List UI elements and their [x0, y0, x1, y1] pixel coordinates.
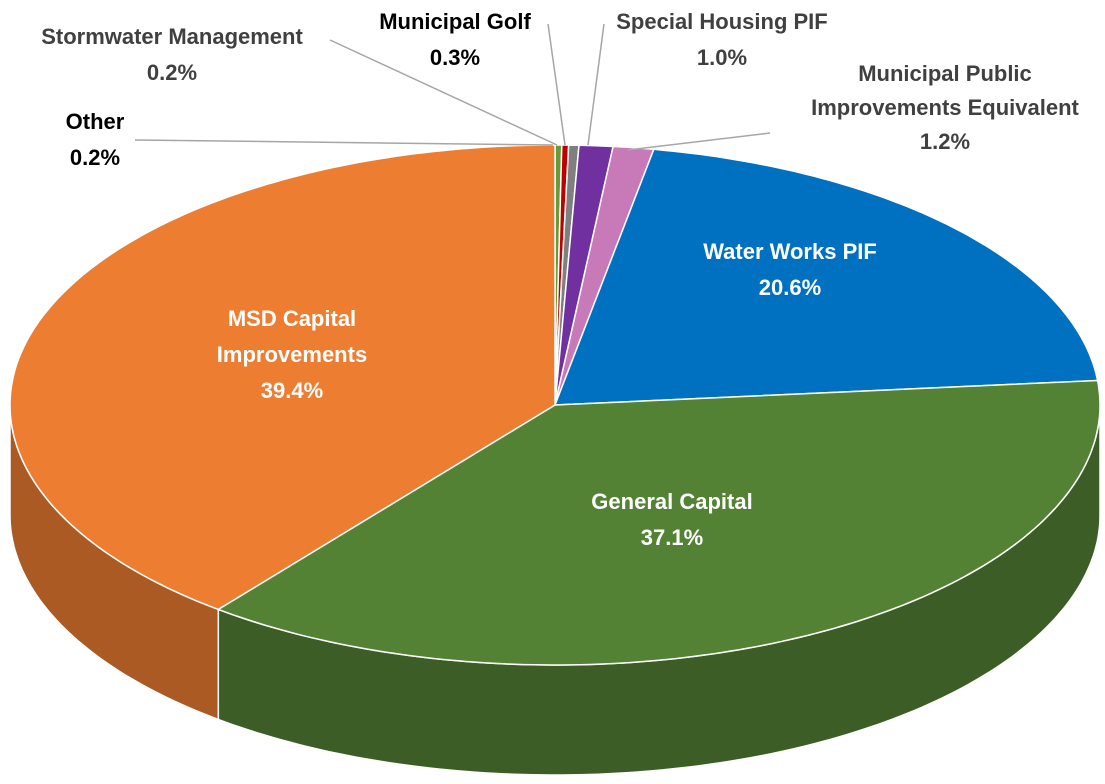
value-label: 1.2%	[919, 129, 971, 154]
value-label: 0.3%	[429, 45, 481, 70]
data-label: MSD Capital Improvements 39.4%	[192, 301, 392, 409]
data-label: Special Housing PIF 1.0%	[572, 4, 872, 76]
value-label: 1.0%	[696, 45, 748, 70]
category-label: Municipal Public Improvements Equivalent	[811, 61, 1079, 120]
category-label: Municipal Golf	[379, 9, 531, 34]
slice	[9, 144, 556, 611]
category-label: Other	[65, 109, 125, 134]
slice	[553, 148, 1099, 406]
data-label: Other 0.2%	[0, 104, 195, 176]
data-label: Water Works PIF 20.6%	[660, 234, 920, 306]
leader-line	[134, 139, 554, 146]
category-label: MSD Capital Improvements	[216, 306, 368, 367]
category-label: Water Works PIF	[703, 239, 877, 264]
category-label: General Capital	[591, 489, 753, 514]
data-label: Stormwater Management 0.2%	[0, 19, 372, 91]
leader-line	[547, 23, 566, 146]
value-label: 0.2%	[69, 145, 121, 170]
value-label: 0.2%	[146, 60, 198, 85]
data-label: Municipal Golf 0.3%	[330, 4, 580, 76]
leader-line	[627, 132, 771, 151]
value-label: 39.4%	[260, 378, 324, 403]
category-label: Special Housing PIF	[616, 9, 828, 34]
data-label: Municipal Public Improvements Equivalent…	[780, 57, 1105, 159]
leader-line	[329, 39, 558, 146]
slice	[216, 379, 1101, 666]
value-label: 20.6%	[758, 275, 822, 300]
category-label: Stormwater Management	[41, 24, 303, 49]
value-label: 37.1%	[640, 525, 704, 550]
data-label: General Capital 37.1%	[542, 484, 802, 556]
leader-line	[587, 23, 605, 146]
